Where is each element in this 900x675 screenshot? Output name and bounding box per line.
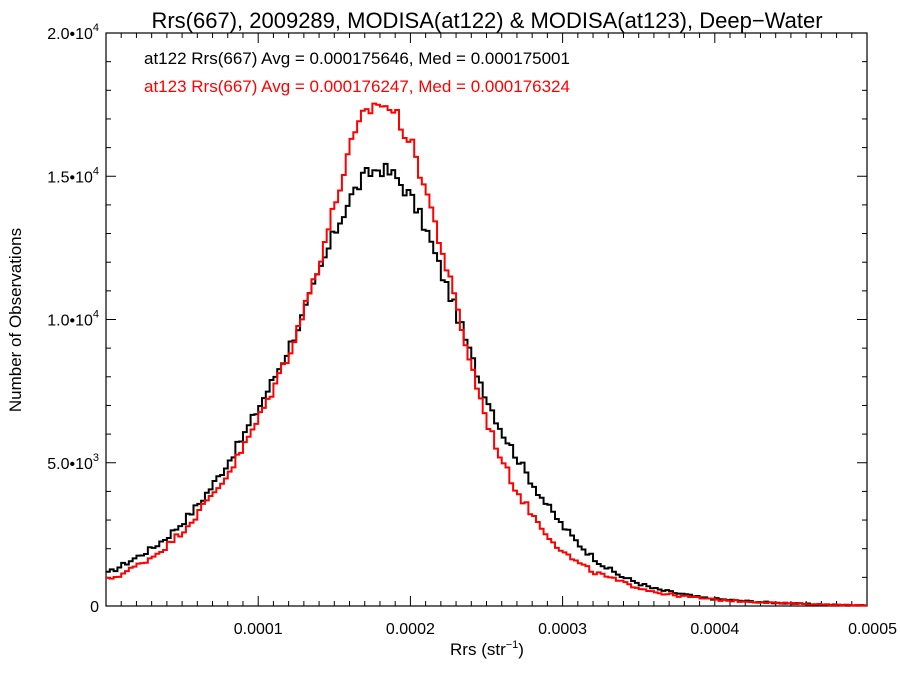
histogram-series	[106, 102, 867, 607]
plot-frame	[105, 32, 868, 607]
annotation-at122: at122 Rrs(667) Avg = 0.000175646, Med = …	[144, 49, 570, 68]
x-tick-label: 0.0005	[848, 621, 897, 638]
x-tick-label: 0.0001	[234, 621, 283, 638]
y-tick-label: 2.0•104	[47, 22, 99, 43]
series-at122-line	[106, 162, 867, 607]
y-tick-label: 1.0•104	[47, 309, 99, 330]
x-tick-label: 0.0002	[386, 621, 435, 638]
series-at123-line	[106, 102, 867, 607]
y-tick-label: 1.5•104	[47, 165, 99, 186]
x-tick-label: 0.0003	[538, 621, 587, 638]
y-tick-label: 0	[90, 599, 99, 616]
annotation-at123: at123 Rrs(667) Avg = 0.000176247, Med = …	[144, 77, 570, 96]
x-tick-label: 0.0004	[690, 621, 739, 638]
chart-title: Rrs(667), 2009289, MODISA(at122) & MODIS…	[151, 8, 822, 33]
x-axis-label: Rrs (str−1)	[450, 639, 524, 659]
y-axis-label: Number of Observations	[6, 228, 25, 412]
y-tick-label: 5.0•103	[47, 452, 99, 473]
y-axis-ticks: 0 5.0•103 1.0•104 1.5•104 2.0•104	[47, 22, 867, 616]
x-axis-ticks: 0.0001 0.0002 0.0003 0.0004 0.0005	[120, 33, 897, 638]
